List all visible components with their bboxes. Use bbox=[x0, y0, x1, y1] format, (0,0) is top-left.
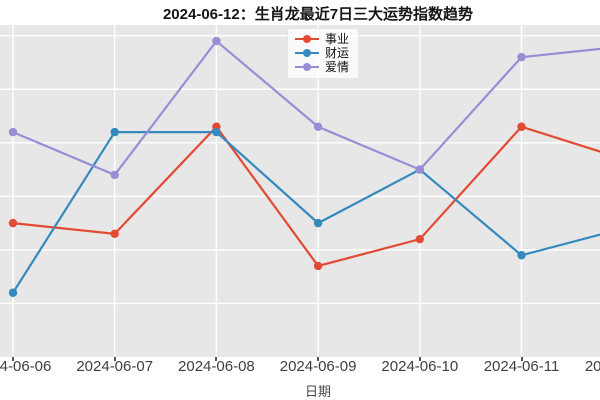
legend-item-wealth: 财运 bbox=[294, 46, 349, 60]
x-tick-label: 2024-06-09 bbox=[279, 358, 357, 375]
love-point-2024-06-06 bbox=[8, 127, 18, 137]
career-point-2024-06-06 bbox=[8, 218, 18, 228]
x-tick-label: 2024-06-11 bbox=[483, 358, 560, 375]
career-line-marker-icon bbox=[295, 35, 319, 43]
love-point-2024-06-10 bbox=[415, 165, 424, 174]
career-point-2024-06-11 bbox=[517, 122, 526, 131]
x-tick-label: 2024-06-08 bbox=[178, 358, 255, 375]
wealth-point-2024-06-06 bbox=[8, 288, 18, 297]
line-chart bbox=[0, 25, 600, 357]
x-axis-label: 日期 bbox=[304, 384, 332, 399]
x-tick bbox=[113, 357, 116, 361]
legend-label-career: 事业 bbox=[325, 32, 350, 46]
legend-item-career: 事业 bbox=[294, 32, 349, 46]
career-point-2024-06-09 bbox=[313, 261, 323, 271]
legend: 事业 财运 爱情 bbox=[287, 28, 360, 79]
wealth-point-2024-06-07 bbox=[110, 127, 119, 137]
career-point-2024-06-07 bbox=[110, 229, 119, 239]
x-tick bbox=[215, 357, 218, 361]
x-tick bbox=[12, 357, 14, 361]
love-point-2024-06-08 bbox=[212, 36, 221, 46]
legend-label-wealth: 财运 bbox=[325, 46, 350, 60]
x-tick bbox=[520, 357, 523, 361]
x-tick-label: 2024-06-10 bbox=[381, 358, 459, 375]
love-point-2024-06-07 bbox=[110, 170, 119, 180]
wealth-point-2024-06-08 bbox=[212, 127, 221, 137]
love-point-2024-06-09 bbox=[313, 122, 323, 131]
career-point-2024-06-10 bbox=[415, 234, 424, 244]
love-line-marker-icon bbox=[295, 63, 319, 71]
legend-item-love: 爱情 bbox=[294, 60, 349, 74]
love-point-2024-06-11 bbox=[517, 52, 526, 62]
chart-title: 2024-06-12：生肖龙最近7日三大运势指数趋势 bbox=[162, 6, 474, 23]
x-tick-label: 2024-06-07 bbox=[76, 358, 154, 375]
x-tick-label: 2024-06-12 bbox=[584, 358, 600, 375]
legend-label-love: 爱情 bbox=[325, 60, 350, 74]
wealth-line bbox=[12, 130, 600, 294]
plot-area bbox=[0, 25, 600, 357]
wealth-point-2024-06-09 bbox=[313, 218, 323, 228]
x-tick bbox=[418, 357, 421, 361]
x-tick-label: 2024-06-06 bbox=[0, 358, 52, 375]
x-tick bbox=[317, 357, 320, 361]
wealth-point-2024-06-11 bbox=[517, 251, 526, 260]
wealth-line-marker-icon bbox=[295, 49, 319, 57]
